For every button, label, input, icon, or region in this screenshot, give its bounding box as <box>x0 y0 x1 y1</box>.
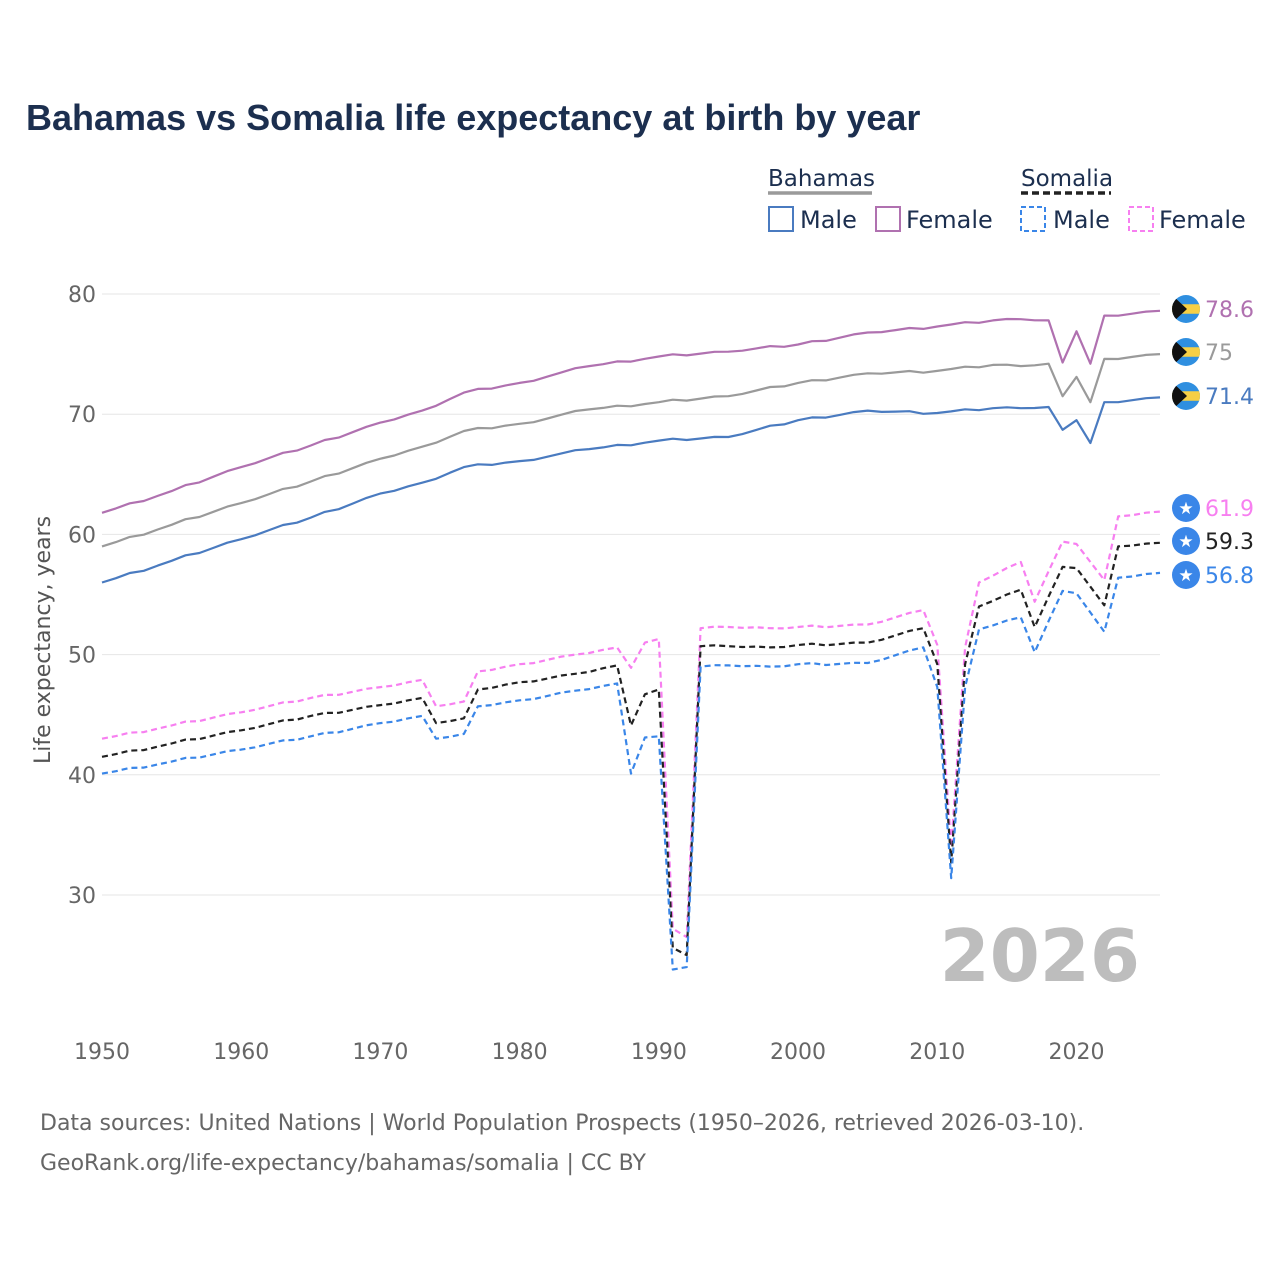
end-label-somalia-male: 56.8 <box>1205 564 1254 589</box>
svg-text:★: ★ <box>1178 532 1193 552</box>
y-axis-label: Life expectancy, years <box>31 516 56 764</box>
legend-swatch <box>768 206 794 232</box>
legend-item: Male <box>800 206 857 234</box>
x-axis-ticks: 1950 1960 1970 1980 1990 2000 2010 2020 <box>74 1040 1104 1065</box>
bahamas-flag-icon <box>1172 382 1200 410</box>
legend-item: Female <box>906 206 993 234</box>
somalia-flag-icon: ★ <box>1172 527 1200 555</box>
x-tick-label: 2010 <box>909 1040 965 1065</box>
end-label-somalia-female: 61.9 <box>1205 497 1254 522</box>
legend-swatch <box>1020 206 1046 232</box>
end-label-bahamas-male: 71.4 <box>1205 385 1254 410</box>
legend-swatch <box>1128 206 1154 232</box>
chart-title: Bahamas vs Somalia life expectancy at bi… <box>26 97 920 138</box>
end-label-somalia-total: 59.3 <box>1205 530 1254 555</box>
y-tick-label: 40 <box>68 764 96 789</box>
legend: Bahamas Male Female Somalia Male Female <box>768 166 1246 234</box>
somalia-flag-icon: ★ <box>1172 494 1200 522</box>
current-year-watermark: 2026 <box>940 914 1140 998</box>
x-tick-label: 1970 <box>352 1040 408 1065</box>
y-axis-ticks: 30 40 50 60 70 80 <box>68 283 96 909</box>
svg-text:★: ★ <box>1178 566 1193 586</box>
end-label-bahamas-total: 75 <box>1205 341 1233 366</box>
x-tick-label: 1980 <box>492 1040 548 1065</box>
y-tick-label: 30 <box>68 884 96 909</box>
bahamas-flag-icon <box>1172 295 1200 323</box>
end-labels: 78.6 75 71.4 ★ 61.9 ★ 59.3 ★ 56.8 <box>1172 295 1254 589</box>
source-line-1: Data sources: United Nations | World Pop… <box>40 1111 1084 1136</box>
x-tick-label: 1960 <box>213 1040 269 1065</box>
source-line-2: GeoRank.org/life-expectancy/bahamas/soma… <box>40 1151 646 1176</box>
end-label-bahamas-female: 78.6 <box>1205 298 1254 323</box>
y-tick-label: 70 <box>68 403 96 428</box>
series-line-somalia-female <box>101 510 1161 939</box>
y-tick-label: 50 <box>68 644 96 669</box>
x-tick-label: 2000 <box>770 1040 826 1065</box>
series-line-bahamas-male <box>101 396 1161 584</box>
series-line-somalia-total <box>101 541 1161 957</box>
grid-lines <box>102 293 1160 896</box>
series-line-bahamas-female <box>101 309 1161 514</box>
legend-group-somalia: Somalia <box>1021 166 1113 192</box>
legend-group-bahamas: Bahamas <box>768 166 875 192</box>
x-tick-label: 1950 <box>74 1040 130 1065</box>
legend-item: Male <box>1053 206 1110 234</box>
y-tick-label: 60 <box>68 523 96 548</box>
bahamas-flag-icon <box>1172 338 1200 366</box>
series-line-bahamas-total <box>101 353 1161 548</box>
legend-swatch <box>875 206 901 232</box>
svg-text:★: ★ <box>1178 499 1193 519</box>
somalia-flag-icon: ★ <box>1172 561 1200 589</box>
series-line-somalia-male <box>101 571 1161 971</box>
y-tick-label: 80 <box>68 283 96 308</box>
x-tick-label: 1990 <box>631 1040 687 1065</box>
legend-item: Female <box>1159 206 1246 234</box>
x-tick-label: 2020 <box>1048 1040 1104 1065</box>
series-lines <box>101 309 1161 971</box>
